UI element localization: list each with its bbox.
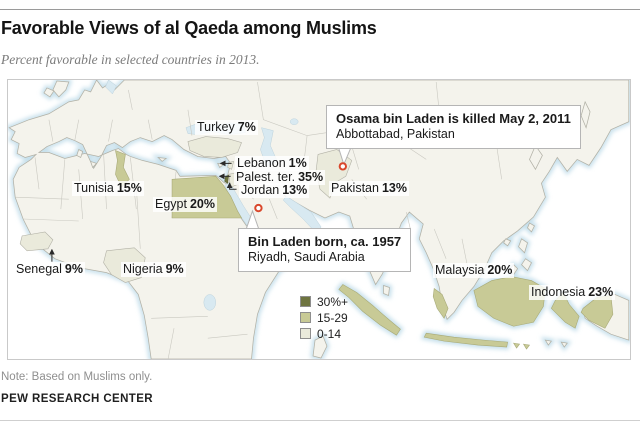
map-label-pakistan: Pakistan 13%	[329, 181, 409, 196]
map-legend: 30%+ 15-29 0-14	[300, 294, 349, 344]
callout-title: Bin Laden born, ca. 1957	[248, 234, 402, 249]
map-label-malaysia: Malaysia 20%	[433, 263, 515, 278]
legend-row: 15-29	[300, 310, 348, 325]
callout-title: Osama bin Laden is killed May 2, 2011	[336, 111, 571, 126]
country-senegal	[19, 231, 54, 252]
map-label-jordan: Jordan 13%	[239, 183, 310, 198]
footnote: Note: Based on Muslims only.	[1, 371, 153, 383]
country-sumatra	[338, 284, 401, 336]
map-label-tunisia: Tunisia 15%	[72, 181, 144, 196]
callout-riyadh: Bin Laden born, ca. 1957 Riyadh, Saudi A…	[238, 228, 412, 272]
legend-swatch-30plus	[300, 296, 311, 307]
callout-subtitle: Riyadh, Saudi Arabia	[248, 250, 365, 264]
map-label-egypt: Egypt 20%	[153, 197, 217, 212]
chart-subtitle: Percent favorable in selected countries …	[1, 52, 260, 67]
country-java	[423, 332, 509, 348]
legend-row: 30%+	[300, 294, 349, 309]
legend-label: 0-14	[317, 326, 342, 341]
legend-row: 0-14	[300, 326, 348, 341]
map-label-indonesia: Indonesia 23%	[529, 285, 616, 300]
map-label-turkey: Turkey 7%	[195, 120, 258, 135]
map-label-senegal: Senegal 9%	[14, 262, 85, 277]
leader-arrows	[48, 160, 237, 262]
legend-label: 15-29	[317, 310, 348, 325]
callout-subtitle: Abbottabad, Pakistan	[336, 127, 455, 141]
abbottabad-marker	[338, 162, 347, 171]
map-label-nigeria: Nigeria 9%	[121, 262, 186, 277]
legend-label: 30%+	[317, 294, 349, 309]
country-malaysia-peninsula	[432, 287, 449, 319]
map-label-lebanon: Lebanon 1%	[235, 156, 309, 171]
riyadh-marker	[254, 203, 263, 213]
world-map: Turkey 7% Tunisia 15% Egypt 20% Lebanon 1% P…	[7, 79, 631, 360]
country-turkey	[187, 136, 242, 158]
source-attribution: PEW RESEARCH CENTER	[1, 393, 154, 405]
legend-swatch-15-29	[300, 312, 311, 323]
chart-title: Favorable Views of al Qaeda among Muslim…	[1, 18, 377, 38]
bottom-rule	[0, 420, 640, 421]
legend-swatch-0-14	[300, 328, 311, 339]
map-label-palest-ter: Palest. ter. 35%	[234, 170, 326, 185]
top-rule	[0, 9, 640, 10]
callout-abbottabad: Osama bin Laden is killed May 2, 2011 Ab…	[326, 105, 581, 149]
